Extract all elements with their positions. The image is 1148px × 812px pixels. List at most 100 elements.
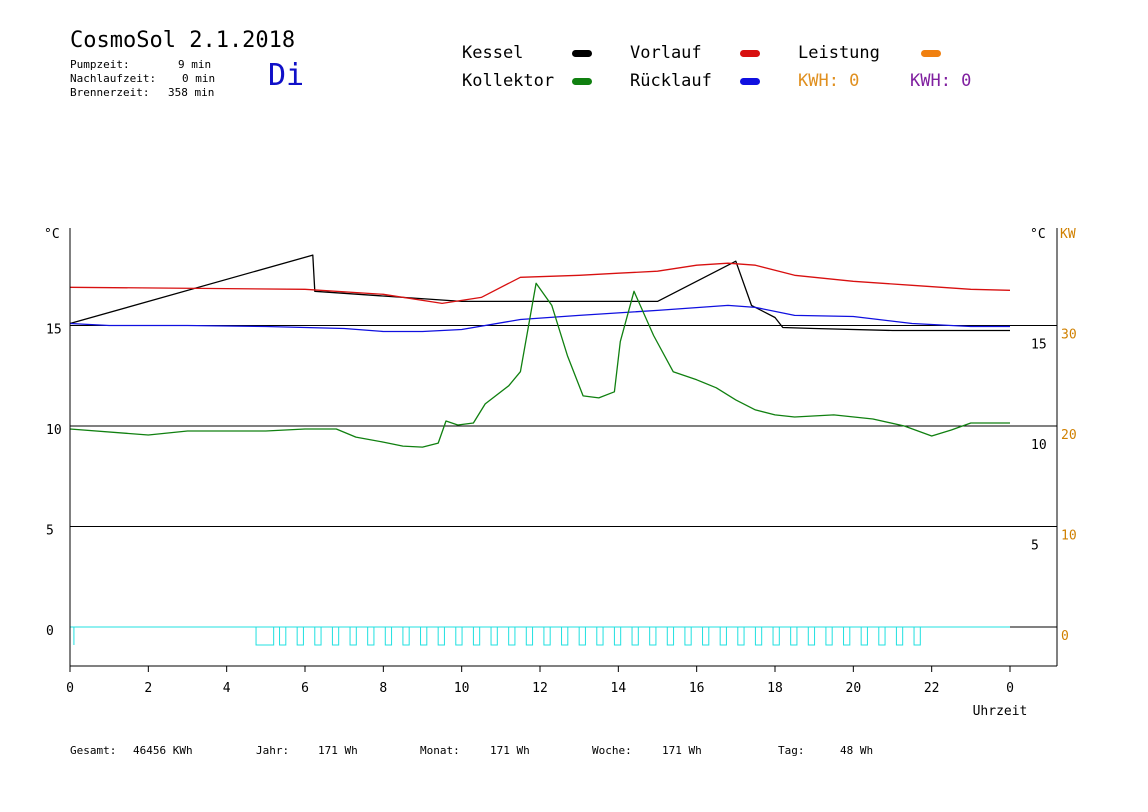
footer-tag-label: Tag: [778, 744, 805, 757]
y-right-unit-1: °C [1030, 227, 1046, 242]
pump-pulse [455, 627, 463, 646]
x-tick-label: 6 [301, 681, 309, 696]
x-tick-label: 8 [379, 681, 387, 696]
brenner-time-label: Brennerzeit: [70, 86, 150, 99]
y-right-unit-2: KW [1060, 227, 1076, 242]
pump-pulse [384, 627, 393, 646]
pump-pulse [561, 627, 569, 646]
y-right-tick-label: 15 [1031, 338, 1047, 353]
y-left-tick-label: 15 [46, 323, 62, 338]
pump-pulse [737, 627, 745, 646]
pump-pulse [843, 627, 851, 646]
nachlauf-time-value: 0 min [182, 72, 216, 85]
legend-kollektor-label: Kollektor [462, 71, 555, 91]
pump-pulse [684, 627, 692, 646]
pump-pulse [631, 627, 639, 646]
x-tick-label: 10 [454, 681, 470, 696]
pump-pulse [420, 627, 428, 646]
pump-pulse [578, 627, 586, 646]
y-right-tick-label: 10 [1031, 438, 1047, 453]
pump-pulse [525, 627, 534, 646]
legend-kwh-2: KWH: 0 [910, 71, 972, 91]
pump-pulse [279, 627, 287, 646]
series-layer [69, 254, 1011, 448]
legend-kollektor-swatch [572, 78, 592, 85]
pump-pulse [296, 627, 304, 646]
footer-woche-value: 171 Wh [662, 744, 702, 757]
pump-pulse [490, 627, 498, 646]
pump-pulse [878, 627, 886, 646]
x-tick-label: 22 [924, 681, 940, 696]
legend-kessel-swatch [572, 50, 592, 57]
axes [69, 228, 1058, 672]
pump-pulse [402, 627, 410, 646]
pump-pulse [772, 627, 780, 646]
pump-pulse [349, 627, 357, 646]
x-tick-label: 0 [66, 681, 74, 696]
pump-pulse [895, 627, 904, 646]
nachlauf-time-label: Nachlaufzeit: [70, 72, 157, 85]
footer-gesamt-value: 46456 KWh [133, 744, 193, 757]
pump-pulse [543, 627, 551, 646]
series-kollektor [69, 282, 1010, 448]
grid-lines [70, 325, 1057, 628]
x-tick-label: 4 [223, 681, 231, 696]
pump-pulse [790, 627, 798, 646]
pump-time-value: 9 min [178, 58, 212, 71]
legend-kwh-1: KWH: 0 [798, 71, 860, 91]
pump-pulse [719, 627, 727, 646]
pump-pulse [754, 627, 763, 646]
legend-vorlauf-label: Vorlauf [630, 43, 702, 63]
y-left-tick-label: 0 [46, 624, 54, 639]
pump-pulse [331, 627, 340, 646]
y-left-tick-label: 10 [46, 423, 62, 438]
x-tick-label: 20 [846, 681, 862, 696]
footer-jahr-value: 171 Wh [318, 744, 358, 757]
pump-pulse [367, 627, 375, 646]
pump-pulse [613, 627, 622, 646]
pump-pulse [913, 627, 921, 646]
pump-pulse [702, 627, 710, 646]
x-tick-label: 18 [767, 681, 783, 696]
y-left-tick-label: 5 [46, 524, 54, 539]
app-title: CosmoSol 2.1.2018 [70, 28, 296, 53]
x-tick-label: 14 [611, 681, 627, 696]
pump-pulse [596, 627, 604, 646]
legend-vorlauf-swatch [740, 50, 760, 57]
footer-woche-label: Woche: [592, 744, 632, 757]
legend-leistung-swatch [921, 50, 941, 57]
weekday-label: Di [268, 58, 305, 93]
x-tick-label: 2 [144, 681, 152, 696]
pump-time-label: Pumpzeit: [70, 58, 130, 71]
legend-kessel-label: Kessel [462, 43, 524, 63]
pump-pulse [314, 627, 322, 646]
y-left-unit: °C [44, 227, 60, 242]
series-rcklauf [69, 304, 1010, 333]
pump-pulse [825, 627, 833, 646]
footer-monat-label: Monat: [420, 744, 460, 757]
pump-activity [70, 626, 1010, 646]
footer-gesamt-label: Gesamt: [70, 744, 117, 757]
pump-pulse [255, 627, 275, 646]
y-right-tick-label: 5 [1031, 539, 1039, 554]
series-vorlauf [69, 262, 1011, 305]
legend-ruecklauf-swatch [740, 78, 760, 85]
x-tick-label: 12 [532, 681, 548, 696]
footer-tag-value: 48 Wh [840, 744, 874, 757]
pump-pulse [666, 627, 675, 646]
y-right-kw-tick-label: 10 [1061, 529, 1077, 544]
brenner-time-value: 358 min [168, 86, 215, 99]
pump-pulse [472, 627, 481, 646]
legend-ruecklauf-label: Rücklauf [630, 71, 712, 91]
footer-monat-value: 171 Wh [490, 744, 530, 757]
footer-jahr-label: Jahr: [256, 744, 290, 757]
x-axis-title: Uhrzeit [973, 704, 1028, 719]
pump-pulse [807, 627, 816, 646]
x-tick-label: 16 [689, 681, 705, 696]
y-right-kw-tick-label: 20 [1061, 428, 1077, 443]
pump-pulse [860, 627, 868, 646]
pump-pulse [437, 627, 445, 646]
axis-labels: 0 2 4 6 8 10 12 14 16 18 20 22 0 Uhrzeit 0 5 10 15 °C 5 10 15… [44, 227, 1077, 719]
y-right-kw-tick-label: 0 [1061, 629, 1069, 644]
y-right-kw-tick-label: 30 [1061, 328, 1077, 343]
